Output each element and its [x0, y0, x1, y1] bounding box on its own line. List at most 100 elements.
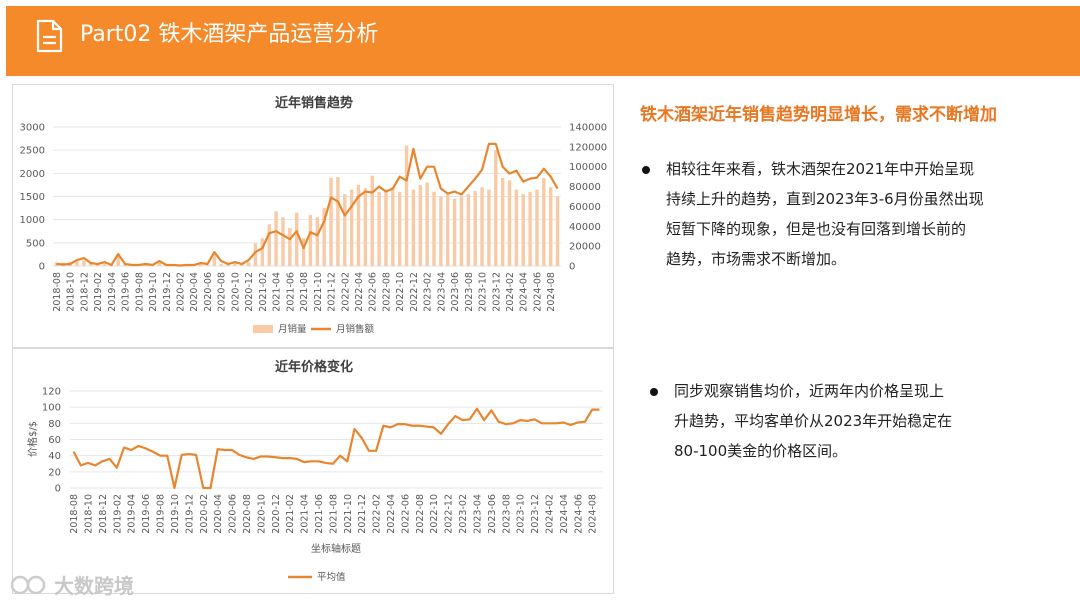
x-tick-label: 2020-10: [256, 494, 267, 534]
x-tick-label: 2023-04: [472, 494, 483, 534]
x-tick-label: 2021-04: [300, 494, 311, 534]
x-tick-label: 2018-10: [84, 494, 95, 534]
x-tick-label: 2020-08: [242, 494, 253, 534]
bar-2022-10: [397, 191, 402, 266]
x-tick-label: 2020-06: [203, 272, 214, 312]
x-tick-label: 2019-04: [107, 272, 118, 312]
bar-2022-03: [349, 189, 354, 266]
legend-label: 月销量: [278, 323, 307, 335]
bar-2021-09: [308, 215, 313, 266]
y-tick-label: 120: [42, 387, 61, 398]
bar-2022-04: [356, 184, 361, 266]
x-tick-label: 2023-08: [501, 494, 512, 534]
x-tick-label: 2019-06: [141, 494, 152, 534]
watermark: 大数跨境: [10, 570, 134, 599]
bar-2023-06: [452, 198, 457, 266]
bar-2021-04: [274, 211, 278, 266]
x-tick-label: 2022-02: [340, 272, 351, 312]
x-tick-label: 2019-10: [170, 494, 181, 534]
x-tick-label: 2024-02: [544, 494, 555, 534]
bar-2024-06: [535, 189, 539, 266]
bar-2022-12: [411, 189, 416, 266]
y-tick-label: 60: [48, 435, 61, 446]
bar-2024-04: [521, 194, 525, 266]
y-right-tick-label: 140000: [569, 123, 607, 134]
bar-2021-08: [301, 238, 306, 266]
x-tick-label: 2019-08: [134, 272, 145, 312]
x-tick-label: 2023-10: [516, 494, 527, 534]
bullet-text-2: 同步观察销售均价，近两年内价格呈现上 升趋势，平均客单价从2023年开始稳定在 …: [674, 382, 953, 460]
x-tick-label: 2020-12: [271, 494, 282, 534]
bar-2022-05: [363, 188, 368, 266]
x-tick-label: 2022-06: [368, 272, 379, 312]
x-tick-label: 2018-12: [79, 272, 90, 312]
section-heading: 铁木酒架近年销售趋势明显增长，需求不断增加: [640, 105, 997, 125]
x-tick-label: 2023-02: [458, 494, 469, 534]
x-tick-label: 2022-12: [409, 272, 420, 312]
x-tick-label: 2021-08: [328, 494, 339, 534]
x-tick-label: 2019-08: [156, 494, 167, 534]
watermark-text: 大数跨境: [54, 574, 134, 598]
bar-2022-02: [343, 194, 347, 266]
bar-2019-05: [116, 253, 120, 266]
y-axis-label: 价格$/$: [26, 421, 39, 457]
y-right-tick-label: 0: [569, 262, 575, 273]
bar-2020-05: [198, 263, 203, 266]
y-tick-label: 0: [55, 484, 61, 495]
x-tick-label: 2023-04: [436, 272, 447, 312]
bar-2021-11: [322, 208, 326, 266]
watermark-logo-icon: [10, 575, 46, 594]
x-tick-label: 2023-10: [478, 272, 489, 312]
x-tick-label: 2020-02: [199, 494, 210, 534]
x-tick-label: 2024-04: [559, 494, 570, 534]
bar-2024-01: [500, 177, 505, 266]
x-tick-label: 2020-04: [189, 272, 200, 312]
x-tick-label: 2022-10: [429, 494, 440, 534]
bar-2021-02: [260, 238, 265, 266]
chart-title: 近年销售趋势: [275, 95, 353, 111]
y-tick-label: 40: [48, 451, 61, 462]
bar-2018-12: [82, 260, 86, 266]
x-tick-label: 2021-10: [313, 272, 324, 312]
bar-2020-12: [246, 262, 251, 266]
y-tick-label: 20: [48, 467, 61, 478]
x-tick-label: 2020-08: [217, 272, 228, 312]
x-tick-label: 2024-08: [588, 494, 599, 534]
sales-trend-chart-panel: 近年销售趋势 0 500 1000 1500 2000 2500 3000 0 20000 4000…: [12, 84, 614, 348]
price-trend-chart: 近年价格变化 0 20 40 60 80 100 120 价格$/$ 2018-08 2018-10…: [26, 359, 603, 583]
y-left-tick-label: 500: [26, 238, 45, 249]
bar-2022-07: [377, 191, 381, 266]
bar-2022-09: [391, 187, 395, 266]
x-tick-label: 2022-02: [372, 494, 383, 534]
x-tick-label: 2023-12: [491, 272, 502, 312]
bar-2020-06: [205, 264, 210, 266]
x-tick-label: 2022-04: [354, 272, 365, 312]
x-tick-label: 2024-02: [505, 272, 516, 312]
x-tick-label: 2019-06: [121, 272, 132, 312]
x-tick-label: 2022-04: [386, 494, 397, 534]
bar-2021-06: [288, 228, 292, 266]
x-tick-label: 2021-06: [285, 272, 296, 312]
y-left-tick-label: 0: [39, 262, 45, 273]
bar-2019-11: [157, 261, 162, 266]
y-right-tick-label: 100000: [569, 162, 607, 173]
bar-2018-11: [75, 261, 79, 266]
x-tick-label: 2019-02: [93, 272, 104, 312]
bar-2021-03: [267, 224, 271, 266]
bar-2020-07: [212, 253, 217, 266]
x-tick-label: 2021-04: [272, 272, 283, 312]
x-tick-label: 2020-10: [230, 272, 241, 312]
page-title: Part02 铁木酒架产品运营分析: [80, 22, 379, 47]
bar-2022-11: [404, 145, 409, 266]
bullet-text-1: 相较往年来看，铁木酒架在2021年中开始呈现 持续上升的趋势，直到2023年3-…: [666, 160, 984, 268]
bar-2023-12: [494, 150, 498, 266]
x-tick-label: 2023-12: [530, 494, 541, 534]
x-tick-label: 2020-12: [244, 272, 255, 312]
bar-2020-10: [233, 262, 237, 266]
x-tick-label: 2022-08: [381, 272, 392, 312]
bar-2023-08: [466, 194, 471, 266]
x-tick-label: 2020-02: [176, 272, 187, 312]
bar-2021-10: [315, 217, 320, 266]
y-right-tick-label: 40000: [569, 222, 601, 233]
legend-label: 月销售额: [336, 323, 375, 335]
